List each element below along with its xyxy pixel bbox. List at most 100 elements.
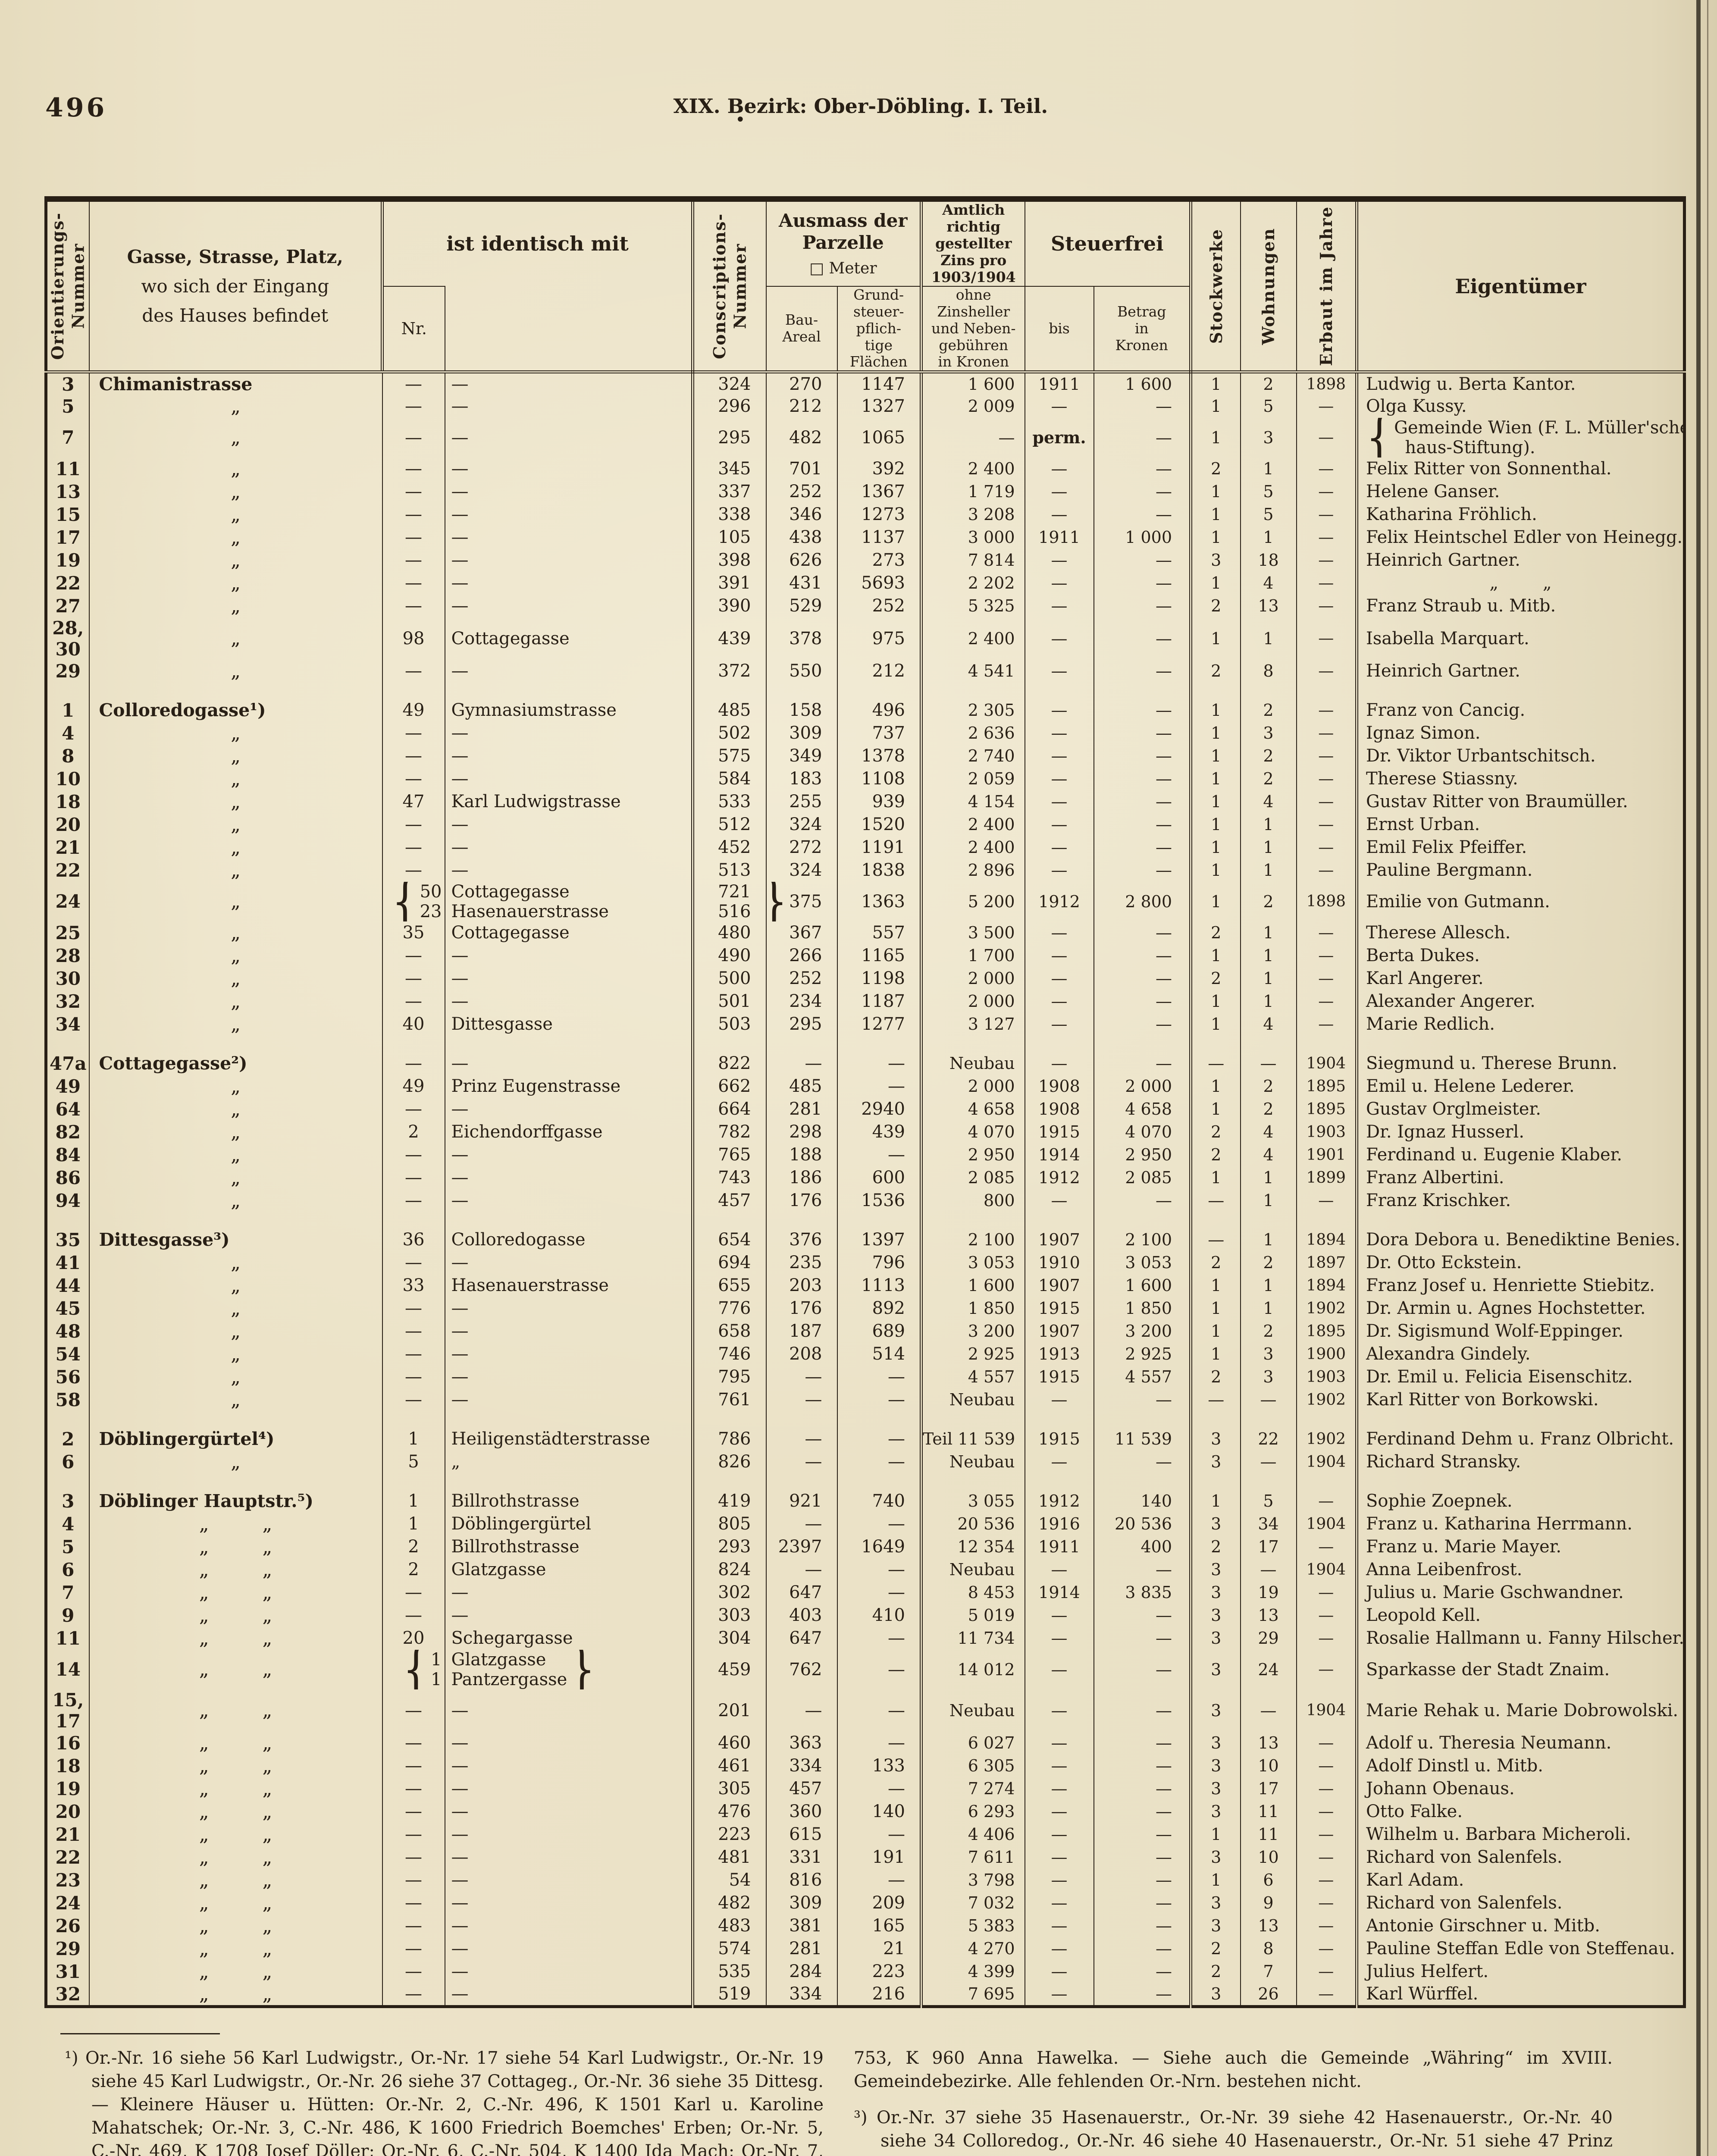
cell-erb: 1904 [1296, 1512, 1357, 1536]
cell-gap [1024, 682, 1094, 699]
cell-istreet: Glatzgasse Pantzergasse} [444, 1649, 693, 1689]
table-row: 4 „ „ 1 Döblingergürtel 805— —20 536 1916 20 53… [45, 1512, 1685, 1536]
col-header-ohne-zinsheller: ohne Zinsheller und Neben- gebühren in K… [920, 286, 1025, 374]
cell-st: — [1189, 1052, 1241, 1075]
cell-betrag: — [1093, 1649, 1191, 1689]
cell-bau: 403 [765, 1604, 837, 1627]
cell-or: 54 [45, 1342, 89, 1366]
cell-gasse: „ [88, 659, 382, 683]
cell-gasse: „ [88, 594, 382, 617]
cell-cons: 480 [691, 921, 766, 944]
cell-fl: 273 [837, 548, 921, 572]
cell-or: 27 [45, 594, 89, 617]
cell-gasse: „ [88, 1319, 382, 1343]
cell-wo: 26 [1240, 1983, 1297, 2007]
cell-wo: 17 [1240, 1535, 1297, 1558]
cell-fl: 209 [837, 1891, 921, 1915]
cell-erb: — [1296, 1914, 1357, 1937]
cell-inr: — [382, 1800, 445, 1823]
cell-gasse: „ „ [88, 1604, 382, 1627]
cell-erb: — [1296, 836, 1357, 859]
cell-eig: Alexandra Gindely. [1355, 1342, 1685, 1366]
cell-st: 3 [1189, 1558, 1241, 1581]
table-row: 27 „ — —390 529 252 5 325— —2 13— Franz Straub u.… [45, 594, 1685, 617]
cell-gap [1355, 1212, 1685, 1228]
cell-fl: 165 [837, 1914, 921, 1937]
cell-wo: 4 [1240, 571, 1297, 595]
cell-or: 13 [45, 480, 89, 503]
cell-fl: — [837, 1649, 921, 1689]
cell-betrag: — [1093, 767, 1191, 790]
cell-gasse: „ „ [88, 1777, 382, 1800]
cell-zins: 1 600 [920, 372, 1025, 395]
cell-bis: — [1024, 1983, 1094, 2007]
cell-inr: — [382, 1097, 445, 1121]
cell-cons: 795 [691, 1365, 766, 1388]
cell-gap [382, 682, 445, 699]
cell-cons: 302 [691, 1581, 766, 1604]
cell-erb: — [1296, 1489, 1357, 1513]
cell-betrag: — [1093, 967, 1191, 990]
cell-zins: Teil 11 539 [920, 1427, 1025, 1451]
cell-inr: {1 1 [382, 1649, 445, 1689]
cell-betrag: 3 053 [1093, 1251, 1191, 1274]
footnote: ¹) Or.-Nr. 16 siehe 56 Karl Ludwigstr., … [65, 2048, 824, 2156]
cell-bau: 183 [765, 767, 837, 790]
cell-inr: — [382, 1365, 445, 1388]
cell-gap [765, 682, 837, 699]
cell-zins: 4 070 [920, 1120, 1025, 1144]
cell-gap [45, 1035, 89, 1052]
table-row: 32 „ — —501 234 1187 2 000— —1 1— Alexander Anger… [45, 990, 1685, 1013]
cell-wo: 17 [1240, 1777, 1297, 1800]
cell-fl: 1363 [837, 881, 921, 921]
cell-gasse: „ [88, 1274, 382, 1297]
cell-betrag: — [1093, 790, 1191, 813]
cell-or: 48 [45, 1319, 89, 1343]
cell-bau: 529 [765, 594, 837, 617]
cell-eig: Adolf u. Theresia Neumann. [1355, 1731, 1685, 1755]
cell-cons: 391 [691, 571, 766, 595]
cell-wo: 34 [1240, 1512, 1297, 1536]
cell-fl: 1397 [837, 1228, 921, 1251]
cell-fl: 740 [837, 1489, 921, 1513]
cell-cons: 296 [691, 395, 766, 418]
cell-istreet: — [444, 503, 693, 526]
cell-or: 3 [45, 372, 89, 395]
cell-bis: — [1024, 1777, 1094, 1800]
cell-eig: Dora Debora u. Benediktine Benies. [1355, 1228, 1685, 1251]
cell-gasse: „ [88, 480, 382, 503]
cell-inr: — [382, 1823, 445, 1846]
cell-or: 29 [45, 659, 89, 683]
cell-or: 26 [45, 1914, 89, 1937]
table-row: 16 „ „ — —460 363—6 027— —3 13— Adolf u. Theres… [45, 1731, 1685, 1755]
cell-zins: 3 127 [920, 1012, 1025, 1036]
table-row: 22 „ — —513 324 1838 2 896— —1 1— Pauline Bergman… [45, 859, 1685, 882]
cell-st: 3 [1189, 1846, 1241, 1869]
cell-inr: — [382, 395, 445, 418]
cell-wo: 1 [1240, 1166, 1297, 1189]
cell-eig: Franz Albertini. [1355, 1166, 1685, 1189]
cell-bis: 1914 [1024, 1581, 1094, 1604]
cell-gasse: „ „ [88, 1983, 382, 2007]
cell-gasse: „ „ [88, 1535, 382, 1558]
cell-bau: 176 [765, 1297, 837, 1320]
cell-zins: 4 406 [920, 1823, 1025, 1846]
cell-cons: 337 [691, 480, 766, 503]
cell-istreet: — [444, 1297, 693, 1320]
cell-or: 4 [45, 1512, 89, 1536]
cell-gap [1093, 1473, 1191, 1490]
cell-or: 35 [45, 1228, 89, 1251]
cell-cons: 338 [691, 503, 766, 526]
cell-gasse: „ [88, 921, 382, 944]
cell-st: 2 [1189, 1143, 1241, 1166]
cell-erb: — [1296, 1846, 1357, 1869]
cell-zins: 7 032 [920, 1891, 1025, 1915]
cell-gasse: „ [88, 457, 382, 480]
cell-erb: 1902 [1296, 1297, 1357, 1320]
table-row: 54 „ — —746 208 514 2 925 1913 2 925 1 3 1900 Alexan… [45, 1342, 1685, 1366]
cell-istreet: — [444, 571, 693, 595]
cell-or: 58 [45, 1388, 89, 1411]
cell-fl: — [837, 1558, 921, 1581]
cell-bis: 1912 [1024, 1166, 1094, 1189]
cell-istreet: — [444, 1319, 693, 1343]
